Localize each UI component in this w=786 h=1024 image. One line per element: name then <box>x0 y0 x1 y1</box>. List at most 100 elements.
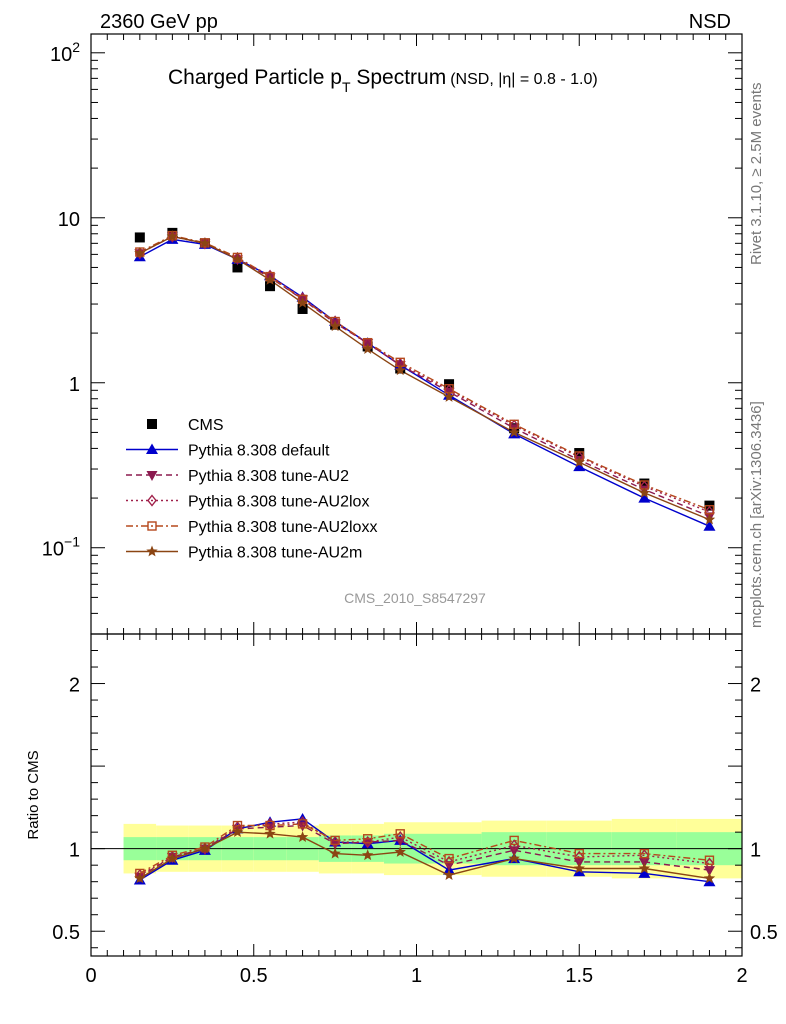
point-au2m <box>134 247 146 259</box>
series-line-au2m <box>139 235 710 521</box>
point-data <box>134 232 145 243</box>
point-default <box>638 492 651 503</box>
ratio-point-au2m <box>443 869 455 880</box>
ratio-y-tick-label: 2 <box>69 675 80 697</box>
ratio-point-au2lox <box>704 857 715 870</box>
title-rest: Spectrum <box>351 66 447 89</box>
ratio-point-au2lox <box>444 855 454 868</box>
legend-label-au2m: Pythia 8.308 tune-AU2m <box>188 545 362 562</box>
point-au2m <box>199 237 211 249</box>
legend: CMS Pythia 8.308 default Pythia 8.308 tune… <box>126 417 377 562</box>
title-note: (NSD, |η| = 0.8 - 1.0) <box>450 71 597 88</box>
x-tick-label: 0.5 <box>240 965 268 987</box>
legend-marker-au2lox <box>147 494 157 507</box>
rivet-label: Rivet 3.1.10, ≥ 2.5M events <box>748 83 765 266</box>
ratio-point-au2m <box>573 862 585 874</box>
ratio-point-au2m <box>199 842 211 854</box>
y-tick-label: 10 <box>58 209 80 231</box>
point-au2m <box>443 390 455 402</box>
ratio-point-au2loxx <box>330 835 340 846</box>
legend-marker-default <box>146 443 158 454</box>
point-au2m <box>296 296 309 308</box>
point-data <box>232 262 243 273</box>
x-tick-label: 0 <box>85 965 96 987</box>
ratio-point-au2m <box>166 852 179 864</box>
ratio-point-au2loxx <box>444 853 454 864</box>
legend-marker-au2loxx <box>147 521 157 531</box>
analysis-watermark: CMS_2010_S8547297 <box>344 590 486 606</box>
ratio-point-au2loxx <box>509 835 519 846</box>
title-subscript: T <box>342 79 351 95</box>
y-tick-label: 102 <box>50 39 80 66</box>
ratio-point-au2m <box>134 872 146 884</box>
legend-marker-au2m <box>146 545 158 557</box>
ratio-line-au2 <box>139 824 710 878</box>
ratio-point-au2loxx <box>574 848 584 859</box>
point-au2m <box>394 364 406 376</box>
point-au2m <box>329 320 341 332</box>
ratio-point-au2m <box>264 827 276 839</box>
x-tick-label: 2 <box>736 965 747 987</box>
ratio-point-au2 <box>703 866 715 877</box>
point-data <box>265 281 276 292</box>
ratio-frame <box>90 633 743 957</box>
point-au2m <box>361 343 374 354</box>
legend-label-default: Pythia 8.308 default <box>188 443 330 460</box>
point-au2m <box>264 273 276 285</box>
legend-label-au2: Pythia 8.308 tune-AU2 <box>188 468 349 485</box>
ratio-line-au2lox <box>139 821 710 876</box>
title-main: Charged Particle p <box>168 66 342 89</box>
ratio-point-au2lox <box>167 850 178 864</box>
ratio-y-tick-label: 1 <box>69 840 80 862</box>
mcplots-label: mcplots.cern.ch [arXiv:1306.3436] <box>748 401 765 628</box>
ratio-y-tick-label-right: 0.5 <box>750 922 778 944</box>
point-default <box>703 520 716 531</box>
point-au2lox <box>232 251 243 265</box>
ratio-point-au2lox <box>509 839 520 852</box>
point-au2m <box>508 426 520 438</box>
y-tick-label: 10−1 <box>42 534 80 561</box>
point-au2m <box>703 513 716 525</box>
plot-title: Charged Particle pT Spectrum (NSD, |η| = … <box>168 66 598 95</box>
point-au2m <box>231 253 244 265</box>
point-au2m <box>573 456 585 468</box>
legend-label-data: CMS <box>188 417 224 434</box>
ratio-y-tick-label-right: 1 <box>750 840 761 862</box>
x-tick-label: 1 <box>411 965 422 987</box>
x-tick-label: 1.5 <box>565 965 593 987</box>
ratio-y-tick-label: 0.5 <box>52 922 80 944</box>
ratio-y-tick-label-right: 2 <box>750 675 761 697</box>
ratio-point-au2m <box>361 849 374 861</box>
ratio-point-default <box>638 867 651 878</box>
ratio-y-axis-label: Ratio to CMS <box>25 750 42 839</box>
ratio-point-au2loxx <box>704 855 715 865</box>
ratio-point-au2m <box>508 852 520 864</box>
ratio-point-au2m <box>329 847 341 859</box>
ratio-series-layer <box>133 812 716 887</box>
energy-label: 2360 GeV pp <box>100 11 218 33</box>
ratio-point-au2m <box>703 872 716 884</box>
ratio-line-au2m <box>139 831 710 880</box>
point-data <box>297 303 308 314</box>
ratio-point-au2loxx <box>639 848 650 859</box>
ratio-point-au2m <box>231 826 244 838</box>
ratio-point-au2loxx <box>395 829 405 839</box>
ratio-point-au2lox <box>574 850 585 864</box>
ratio-point-au2m <box>296 831 309 842</box>
ratio-point-au2m <box>394 845 406 857</box>
main-series-layer <box>133 227 716 531</box>
point-au2m <box>638 486 651 498</box>
ratio-point-au2loxx <box>362 834 373 844</box>
legend-marker-au2 <box>146 471 158 481</box>
ratio-point-au2loxx <box>297 819 308 829</box>
ratio-point-au2m <box>638 862 651 874</box>
process-label: NSD <box>689 11 731 33</box>
legend-label-au2loxx: Pythia 8.308 tune-AU2loxx <box>188 519 377 536</box>
point-data <box>639 478 650 489</box>
ratio-line-au2loxx <box>139 823 710 875</box>
legend-marker-data <box>147 419 157 429</box>
legend-label-au2lox: Pythia 8.308 tune-AU2lox <box>188 494 369 511</box>
point-au2m <box>166 230 179 242</box>
